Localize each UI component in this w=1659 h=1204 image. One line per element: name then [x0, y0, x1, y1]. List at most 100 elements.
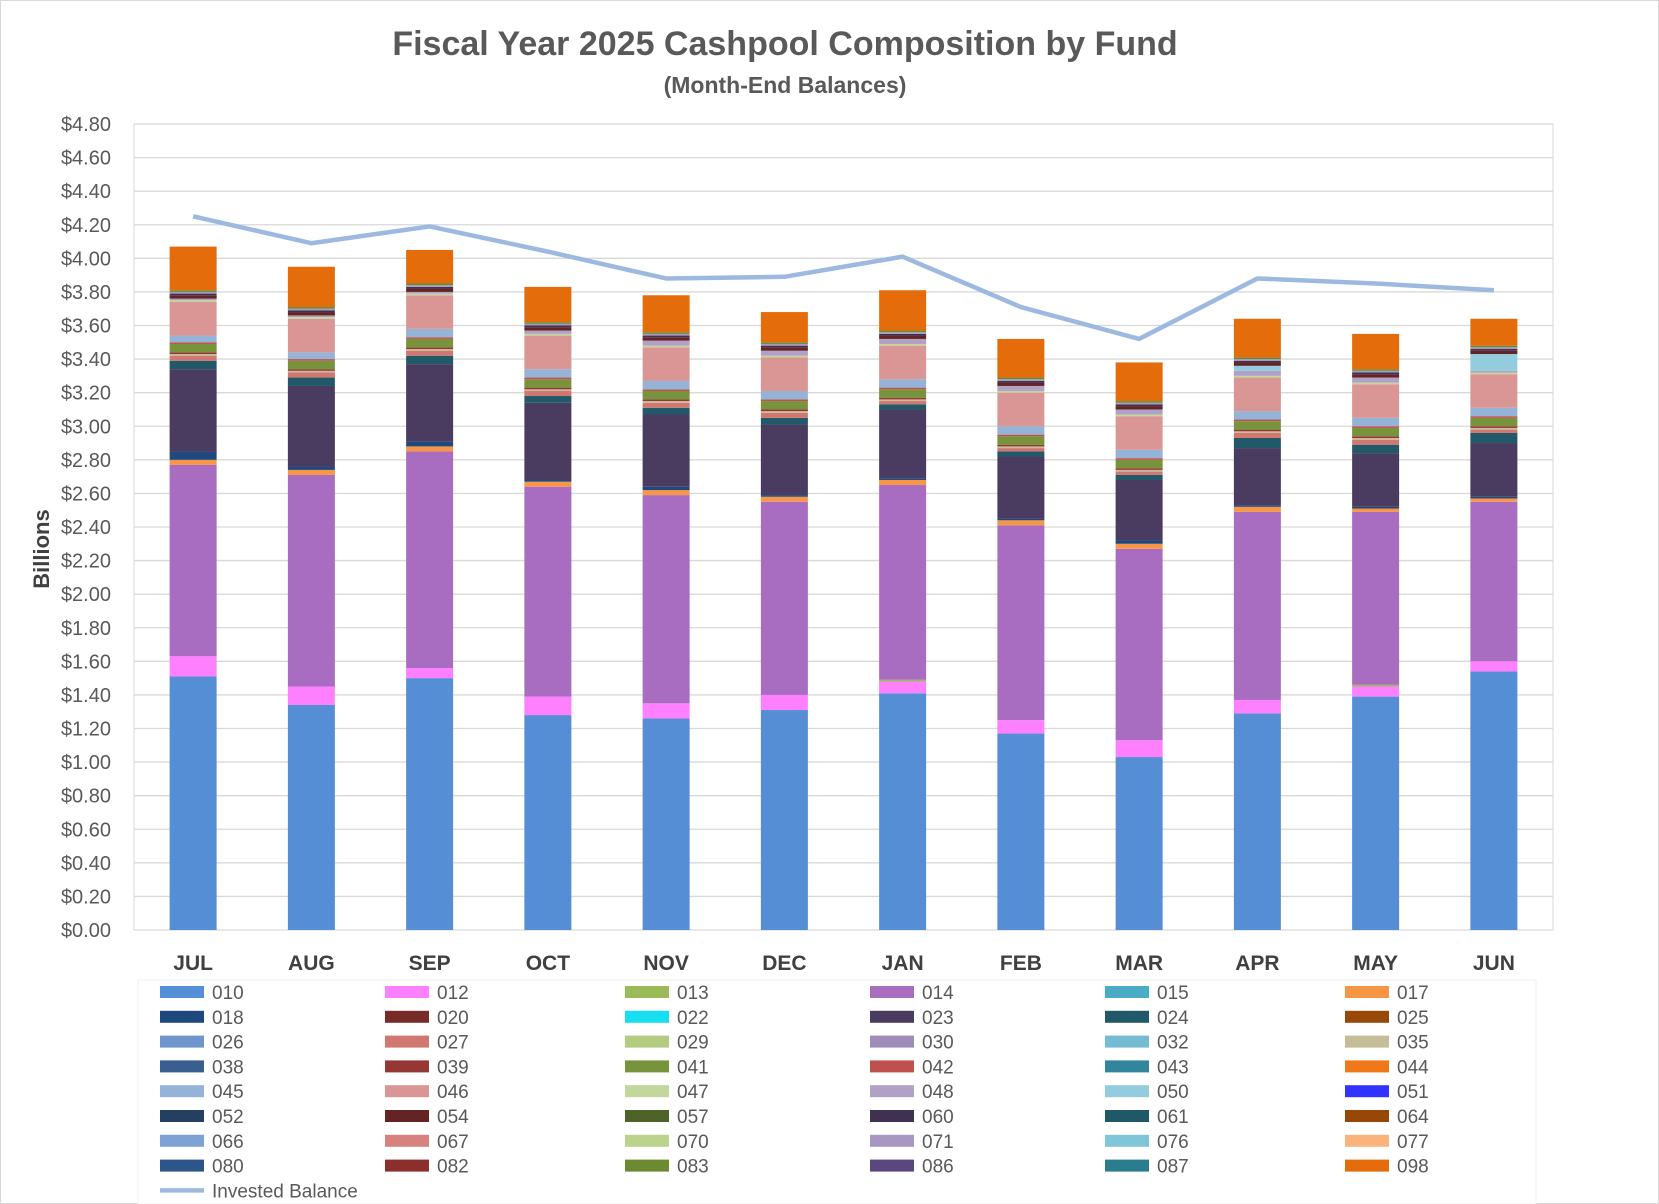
- bar-segment-054: [1470, 350, 1518, 355]
- legend-swatch-017: [1345, 986, 1389, 998]
- bar-segment-024: [287, 377, 335, 386]
- legend-swatch-070: [625, 1134, 669, 1147]
- bar-segment-047: [760, 355, 808, 358]
- legend-swatch-051: [1345, 1085, 1389, 1098]
- bar-segment-083: [406, 283, 454, 286]
- legend-swatch-057: [625, 1110, 669, 1122]
- legend-swatch-020: [385, 1010, 429, 1023]
- legend-swatch-047: [625, 1085, 669, 1098]
- bar-segment-012: [1233, 699, 1281, 714]
- legend-label: 077: [1397, 1132, 1429, 1153]
- bar-segment-045: [524, 369, 572, 378]
- bar-segment-047: [642, 345, 690, 348]
- legend-label: 029: [677, 1033, 709, 1054]
- bar-segment-014: [287, 474, 335, 687]
- bar-segment-046: [1470, 374, 1518, 408]
- bar-segment-024: [169, 360, 217, 370]
- legend-swatch-043: [1105, 1060, 1149, 1073]
- bar-segment-048: [1233, 370, 1281, 376]
- legend-swatch-086: [870, 1159, 914, 1172]
- bar-segment-045: [1233, 411, 1281, 420]
- bar-segment-054: [524, 327, 572, 331]
- legend-swatch-060: [870, 1110, 914, 1122]
- legend-label: 064: [1397, 1107, 1429, 1128]
- bar-segment-041: [287, 360, 335, 370]
- bar-segment-041: [1352, 427, 1400, 437]
- legend-label: 020: [437, 1008, 469, 1029]
- bar-segment-014: [524, 486, 572, 697]
- legend-label: 086: [922, 1157, 954, 1178]
- legend-label: 048: [922, 1082, 954, 1103]
- bar-segment-017: [1115, 543, 1163, 549]
- bar-segment-024: [642, 407, 690, 415]
- bar-segment-017: [879, 479, 927, 486]
- x-tick-label: JAN: [882, 952, 924, 975]
- legend-label: 080: [212, 1157, 244, 1178]
- invested-balance-line: [192, 214, 1495, 342]
- bar-segment-035: [1352, 438, 1400, 440]
- bar-segment-024: [997, 451, 1045, 457]
- bar-segment-046: [524, 335, 572, 370]
- bar-segment-041: [169, 343, 217, 353]
- bar-segment-012: [879, 681, 927, 694]
- bar-segment-060: [1115, 404, 1163, 407]
- bar-segment-027: [642, 402, 690, 408]
- bar-segment-045: [1470, 407, 1518, 417]
- bar-segment-071: [760, 343, 808, 346]
- legend-swatch-023: [870, 1010, 914, 1023]
- bar-segment-045: [1352, 417, 1400, 427]
- bar-segment-012: [1470, 661, 1518, 672]
- bar-segment-027: [1233, 432, 1281, 439]
- bar-segment-017: [406, 446, 454, 452]
- bar-segment-012: [997, 720, 1045, 734]
- bar-segment-042: [1233, 419, 1281, 422]
- legend-label: 067: [437, 1132, 469, 1153]
- bar-segment-054: [287, 312, 335, 316]
- legend-swatch-013: [625, 986, 669, 998]
- bar-segment-010: [524, 715, 572, 930]
- bar-segment-035: [406, 349, 454, 351]
- y-tick-label: $0.40: [61, 853, 111, 875]
- bar-segment-054: [879, 335, 927, 339]
- x-tick-label: FEB: [1000, 952, 1042, 975]
- bar-segment-048: [406, 291, 454, 294]
- y-tick-label: $4.20: [61, 215, 111, 237]
- legend-swatch-066: [160, 1134, 204, 1147]
- bar-segment-024: [1115, 474, 1163, 480]
- bar-segment-046: [1352, 384, 1400, 418]
- bar-segment-039: [169, 352, 217, 355]
- legend-swatch-035: [1345, 1035, 1389, 1048]
- y-tick-label: $0.60: [61, 819, 111, 841]
- legend-swatch-061: [1105, 1110, 1149, 1122]
- bar-segment-027: [406, 350, 454, 356]
- legend-swatch-067: [385, 1134, 429, 1147]
- bar-segment-041: [997, 436, 1045, 445]
- legend-swatch-041: [625, 1060, 669, 1073]
- bar-segment-035: [760, 411, 808, 413]
- legend-swatch-054: [385, 1110, 429, 1122]
- bar-segment-048: [760, 350, 808, 356]
- bar-segment-098: [1233, 318, 1281, 358]
- y-axis-label: Billions: [29, 509, 54, 588]
- bar-segment-060: [642, 335, 690, 338]
- bar-segment-023: [524, 402, 572, 480]
- bar-segment-047: [287, 317, 335, 319]
- bar-segment-023: [169, 369, 217, 452]
- bar-segment-010: [760, 710, 808, 930]
- bar-segment-047: [1352, 382, 1400, 385]
- legend-label: 014: [922, 983, 954, 1004]
- bar-segment-024: [1470, 432, 1518, 444]
- legend-swatch-018: [160, 1010, 204, 1023]
- bar-segment-060: [1233, 360, 1281, 363]
- y-tick-label: $1.80: [61, 618, 111, 640]
- bar-segment-042: [287, 359, 335, 361]
- bar-segment-017: [169, 459, 217, 465]
- bar-segment-014: [997, 525, 1045, 721]
- bar-segment-027: [524, 390, 572, 397]
- legend-label: 046: [437, 1082, 469, 1103]
- legend-label: 015: [1157, 983, 1189, 1004]
- legend-label: 024: [1157, 1008, 1189, 1029]
- legend-swatch-015: [1105, 986, 1149, 998]
- bar-segment-027: [997, 448, 1045, 452]
- bar-segment-060: [287, 310, 335, 313]
